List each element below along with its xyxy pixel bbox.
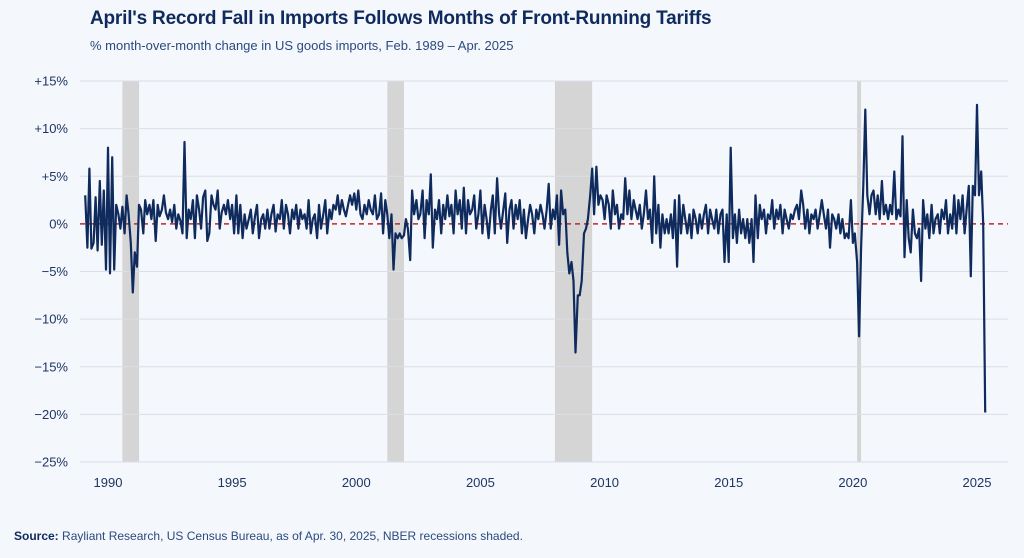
y-tick-label: +10%: [34, 121, 68, 136]
x-tick-label: 2025: [963, 475, 992, 490]
y-tick-label: +15%: [34, 74, 68, 89]
y-tick-label: −20%: [34, 407, 68, 422]
x-tick-label: 2000: [342, 475, 371, 490]
y-tick-label: −10%: [34, 312, 68, 327]
y-tick-label: 0%: [49, 216, 68, 231]
x-tick-label: 1995: [218, 475, 247, 490]
chart-subtitle: % month-over-month change in US goods im…: [90, 38, 514, 53]
y-tick-label: −5%: [42, 264, 69, 279]
y-tick-label: −25%: [34, 455, 68, 470]
x-tick-label: 1990: [94, 475, 123, 490]
x-tick-label: 2020: [838, 475, 867, 490]
x-tick-label: 2010: [590, 475, 619, 490]
chart-title: April's Record Fall in Imports Follows M…: [90, 8, 712, 29]
series-line-0: [84, 103, 987, 413]
source-note: Source: Rayliant Research, US Census Bur…: [14, 529, 523, 543]
y-tick-label: +5%: [42, 169, 69, 184]
source-label: Source:: [14, 529, 59, 543]
y-tick-label: −15%: [34, 359, 68, 374]
y-axis-ticks: +15% +10% +5% 0% −5% −10% −15% −20% −25%: [34, 74, 68, 470]
x-tick-label: 2015: [714, 475, 743, 490]
imports-series: [84, 103, 987, 413]
y-gridlines: [80, 80, 1008, 463]
source-text: Rayliant Research, US Census Bureau, as …: [58, 529, 523, 543]
x-tick-label: 2005: [466, 475, 495, 490]
x-axis-ticks: 1990 1995 2000 2005 2010 2015 2020 2025: [94, 475, 992, 490]
